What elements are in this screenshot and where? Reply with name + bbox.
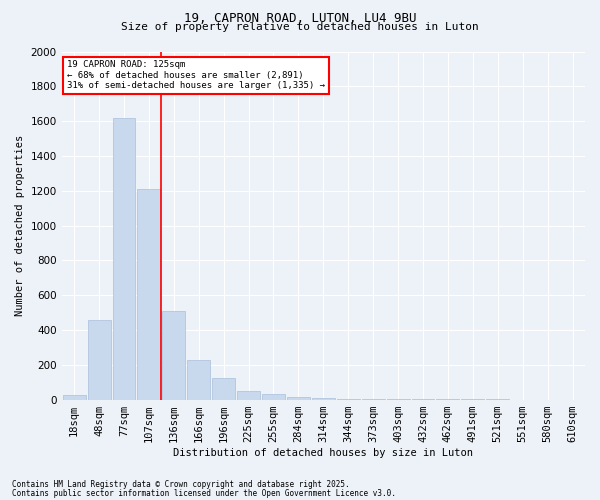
Bar [337,399,360,400]
Bar [163,311,185,400]
X-axis label: Distribution of detached houses by size in Luton: Distribution of detached houses by size … [173,448,473,458]
Bar [287,397,310,400]
Bar [62,395,86,400]
Bar [362,399,385,400]
Bar [113,118,136,400]
Y-axis label: Number of detached properties: Number of detached properties [15,135,25,316]
Text: 19, CAPRON ROAD, LUTON, LU4 9BU: 19, CAPRON ROAD, LUTON, LU4 9BU [184,12,416,26]
Bar [187,360,210,400]
Bar [137,189,160,400]
Bar [312,398,335,400]
Bar [262,394,285,400]
Text: 19 CAPRON ROAD: 125sqm
← 68% of detached houses are smaller (2,891)
31% of semi-: 19 CAPRON ROAD: 125sqm ← 68% of detached… [67,60,325,90]
Bar [88,320,110,400]
Text: Contains HM Land Registry data © Crown copyright and database right 2025.: Contains HM Land Registry data © Crown c… [12,480,350,489]
Text: Size of property relative to detached houses in Luton: Size of property relative to detached ho… [121,22,479,32]
Bar [237,391,260,400]
Bar [212,378,235,400]
Text: Contains public sector information licensed under the Open Government Licence v3: Contains public sector information licen… [12,488,396,498]
